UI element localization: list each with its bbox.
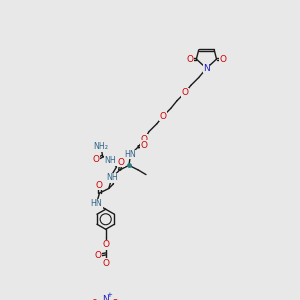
Text: NH: NH (106, 173, 118, 182)
Text: HN: HN (91, 200, 102, 208)
Text: O: O (219, 55, 226, 64)
Text: NH: NH (104, 156, 116, 165)
Text: O: O (93, 155, 100, 164)
Text: O: O (118, 158, 125, 167)
Text: O: O (94, 251, 101, 260)
Text: O: O (96, 181, 103, 190)
Text: +: + (106, 292, 112, 298)
Text: O: O (160, 112, 167, 121)
Text: N: N (203, 64, 210, 73)
Text: O: O (181, 88, 188, 98)
Text: O: O (102, 259, 109, 268)
Text: N: N (102, 295, 109, 300)
Text: HN: HN (124, 150, 136, 159)
Text: O: O (141, 141, 148, 150)
Text: NH₂: NH₂ (94, 142, 109, 152)
Text: O: O (141, 135, 148, 144)
Text: O⁻: O⁻ (92, 299, 101, 300)
Text: O: O (187, 55, 194, 64)
Text: O: O (102, 240, 109, 249)
Text: O: O (112, 299, 118, 300)
